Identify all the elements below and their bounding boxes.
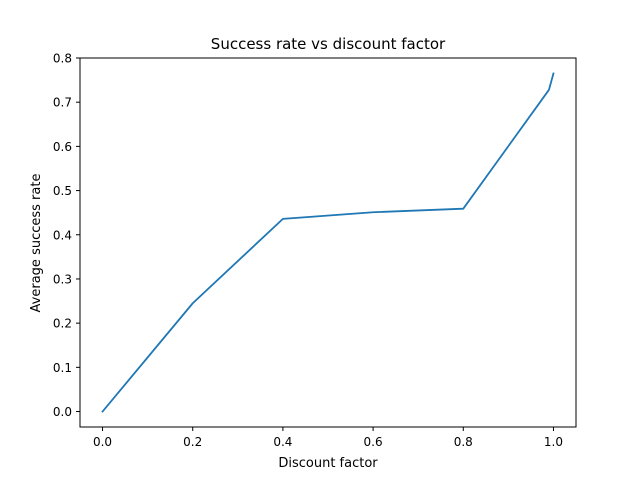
y-tick-label: 0.2 bbox=[53, 317, 72, 331]
x-tick-label: 0.8 bbox=[454, 435, 473, 449]
x-axis-label: Discount factor bbox=[278, 456, 378, 471]
series-line-success-rate bbox=[101, 72, 555, 413]
y-tick-label: 0.6 bbox=[53, 140, 72, 154]
chart-title: Success rate vs discount factor bbox=[211, 35, 446, 53]
y-tick-label: 0.7 bbox=[53, 96, 72, 110]
y-axis-label: Average success rate bbox=[29, 174, 44, 313]
x-tick-label: 0.2 bbox=[183, 435, 202, 449]
x-tick-label: 0.4 bbox=[273, 435, 292, 449]
y-tick-label: 0.8 bbox=[53, 52, 72, 66]
y-tick-label: 0.5 bbox=[53, 184, 72, 198]
axis-ticks-layer: 0.0 0.2 0.4 0.6 0.8 1.0 0.0 0.1 0.2 0.3 0.4 0.5 0.6 0… bbox=[53, 52, 563, 450]
x-tick-label: 1.0 bbox=[544, 435, 563, 449]
y-tick-label: 0.3 bbox=[53, 272, 72, 286]
y-tick-label: 0.0 bbox=[53, 405, 72, 419]
x-tick-label: 0.6 bbox=[364, 435, 383, 449]
y-tick-label: 0.4 bbox=[53, 228, 72, 242]
plot-frame bbox=[79, 57, 577, 428]
x-tick-label: 0.0 bbox=[93, 435, 112, 449]
y-tick-label: 0.1 bbox=[53, 361, 72, 375]
plot-data-layer bbox=[101, 72, 555, 413]
